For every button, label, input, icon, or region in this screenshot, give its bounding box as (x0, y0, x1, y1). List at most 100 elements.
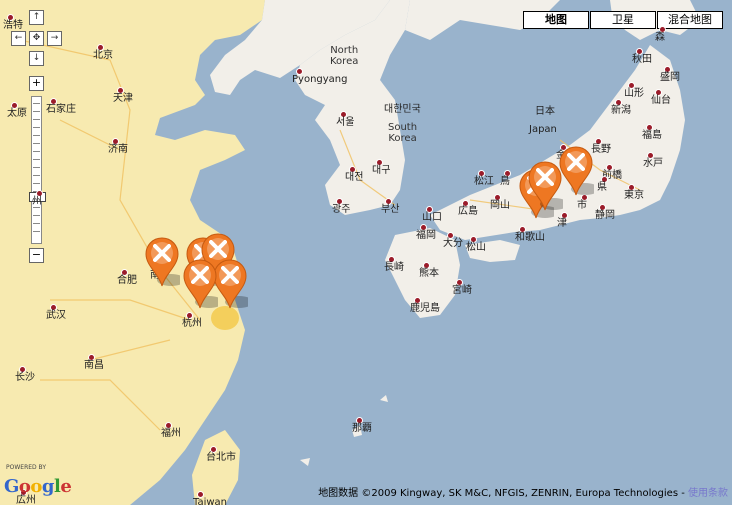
zoom-slider-track[interactable] (31, 96, 42, 244)
city-label-tsu: 津 (557, 218, 567, 229)
pan-right-button[interactable]: → (47, 31, 62, 46)
location-marker[interactable] (144, 236, 180, 288)
city-label-jinan: 济南 (108, 144, 128, 155)
city-label-wuhan: 武汉 (46, 310, 66, 321)
city-label-shizuoka: 静岡 (595, 210, 615, 221)
city-label-hangzhou: 杭州 (182, 318, 202, 329)
city-label-miyazaki: 宮崎 (452, 285, 472, 296)
location-marker[interactable] (212, 258, 248, 310)
city-label-aomori: 森 (655, 32, 665, 43)
city-dot (615, 99, 622, 106)
city-dot (88, 354, 95, 361)
city-label-hefei: 合肥 (117, 275, 137, 286)
country-label-japan-ja: 日本 (535, 106, 555, 117)
city-dot (560, 144, 567, 151)
attribution-text: 地图数据 ©2009 Kingway, SK M&C, NFGIS, ZENRI… (318, 488, 688, 499)
zoom-tick (33, 231, 40, 232)
zoom-tick (33, 215, 40, 216)
powered-by-label: POWERED BY (6, 464, 47, 471)
location-marker[interactable] (558, 145, 594, 197)
city-label-gui: 県 (597, 182, 607, 193)
city-dot (646, 124, 653, 131)
country-label-south-korea-ko: 대한민국 (384, 104, 421, 115)
honshu-landmass (430, 45, 685, 240)
zoom-tick (33, 143, 40, 144)
city-label-gwangju: 광주 (332, 204, 351, 215)
city-label-kumamoto: 熊本 (419, 268, 439, 279)
city-label-shi: 市 (577, 200, 587, 211)
city-dot (581, 194, 588, 201)
city-label-hiroshima: 広島 (458, 206, 478, 217)
location-marker[interactable] (182, 258, 218, 310)
taiwan-landmass (192, 430, 240, 505)
city-label-matsuyama: 松山 (466, 242, 486, 253)
city-label-tianjin: 天津 (113, 93, 133, 104)
shanghai-urban (211, 306, 239, 330)
map-type-satellite-button[interactable]: 卫星 (590, 11, 656, 29)
city-label-zhengzhou: 州 (32, 196, 42, 207)
pan-center-button[interactable]: ✥ (29, 31, 44, 46)
city-label-beijing: 北京 (93, 50, 113, 61)
map-type-map-button[interactable]: 地图 (523, 11, 589, 29)
city-label-akita: 秋田 (632, 54, 652, 65)
city-dot (628, 82, 635, 89)
city-label-oita: 大分 (443, 238, 463, 249)
location-marker[interactable] (527, 160, 563, 212)
zoom-tick (33, 111, 40, 112)
city-dot (117, 87, 124, 94)
city-dot (414, 297, 421, 304)
zoom-in-button[interactable]: + (29, 76, 44, 91)
city-label-tottori: 鳥 (500, 176, 510, 187)
city-dot (664, 66, 671, 73)
map-type-hybrid-button[interactable]: 混合地图 (657, 11, 723, 29)
zoom-tick (33, 167, 40, 168)
city-dot (197, 491, 204, 498)
map-type-control: 地图 卫星 混合地图 (522, 11, 723, 29)
country-label-north-korea: North Korea (330, 45, 359, 67)
city-label-seoul: 서울 (336, 117, 355, 128)
city-label-changsha: 长沙 (15, 372, 35, 383)
city-dot (647, 152, 654, 159)
city-label-niigata: 新潟 (611, 105, 631, 116)
city-label-matsue: 松江 (474, 176, 494, 187)
city-dot (165, 422, 172, 429)
zoom-tick (33, 223, 40, 224)
city-label-wakayama: 和歌山 (515, 232, 545, 243)
pan-left-button[interactable]: ← (11, 31, 26, 46)
city-dot (385, 198, 392, 205)
pan-down-button[interactable]: ↓ (29, 51, 44, 66)
city-dot (636, 48, 643, 55)
city-dot (11, 102, 18, 109)
google-logo[interactable]: Google (4, 476, 72, 497)
city-dot (210, 446, 217, 453)
city-dot (376, 159, 383, 166)
city-label-morioka: 盛岡 (660, 72, 680, 83)
terms-of-use-link[interactable]: 使用条款 (688, 488, 728, 499)
zoom-tick (33, 175, 40, 176)
shikoku-landmass (465, 240, 520, 262)
kyushu-landmass (385, 228, 460, 318)
city-dot (606, 164, 613, 171)
city-dot (186, 312, 193, 319)
city-dot (599, 204, 606, 211)
city-dot (97, 44, 104, 51)
city-label-fuzhou: 福州 (161, 428, 181, 439)
pan-up-button[interactable]: ↑ (29, 10, 44, 25)
zoom-out-button[interactable]: − (29, 248, 44, 263)
city-dot (456, 279, 463, 286)
city-dot (296, 68, 303, 75)
city-label-taipei: 台北市 (206, 452, 236, 463)
city-dot (519, 226, 526, 233)
city-dot (655, 89, 662, 96)
city-dot (447, 232, 454, 239)
zoom-tick (33, 135, 40, 136)
city-dot (20, 489, 27, 496)
country-label-south-korea: South Korea (388, 122, 418, 144)
zoom-tick (33, 119, 40, 120)
city-dot (112, 138, 119, 145)
city-dot (349, 166, 356, 173)
china-landmass (0, 0, 265, 505)
russia-landmass (405, 0, 560, 40)
